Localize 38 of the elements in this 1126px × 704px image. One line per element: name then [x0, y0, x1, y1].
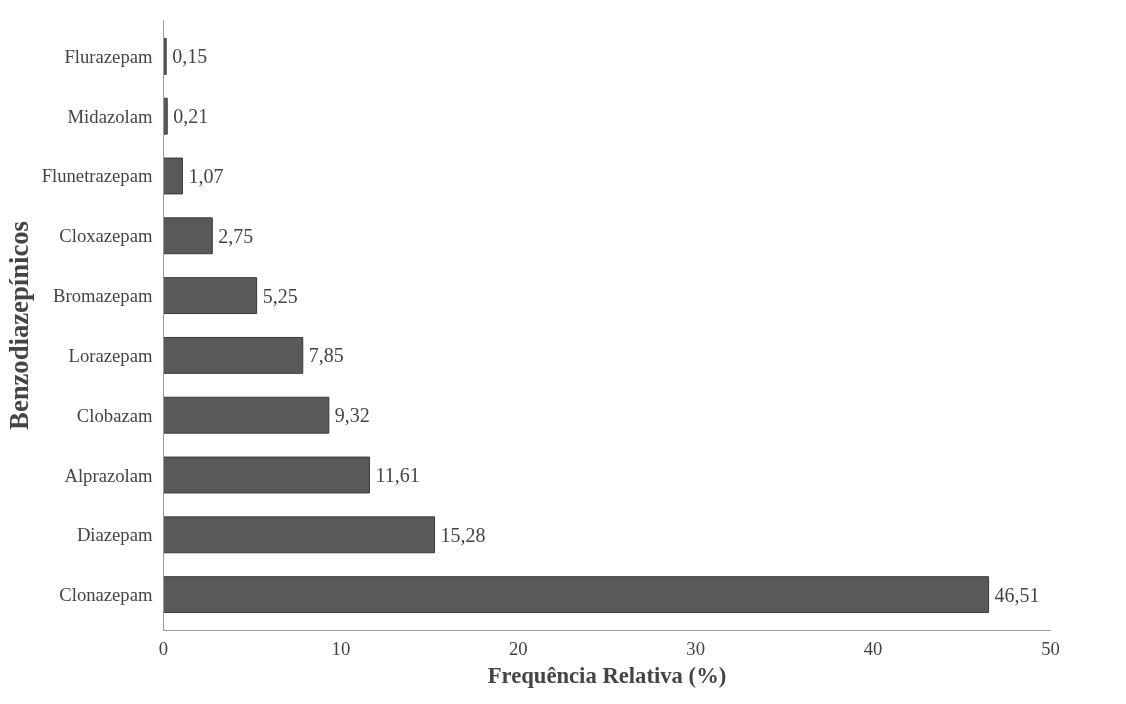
- bar: [163, 277, 258, 315]
- x-tick-label: 30: [686, 637, 706, 659]
- y-tick-label: Bromazepam: [53, 285, 153, 307]
- y-tick-label: Midazolam: [67, 105, 153, 127]
- x-tick-label: 10: [331, 637, 351, 659]
- y-tick-label: Flurazepam: [64, 45, 153, 67]
- bar: [163, 576, 990, 614]
- x-tick-label: 0: [158, 637, 169, 659]
- x-tick-label: 40: [863, 637, 883, 659]
- y-tick-label: Alprazolam: [64, 464, 153, 486]
- data-label: 2,75: [218, 224, 254, 247]
- data-label: 11,61: [375, 464, 420, 487]
- y-tick-label: Cloxazepam: [59, 225, 153, 247]
- y-tick-label: Clobazam: [76, 404, 153, 426]
- y-tick-label: Diazepam: [76, 524, 153, 546]
- x-tick-label: 20: [508, 637, 528, 659]
- data-label: 9,32: [334, 404, 370, 427]
- y-tick-label: Lorazepam: [68, 344, 153, 366]
- bar: [163, 516, 436, 554]
- data-label: 0,15: [172, 45, 208, 68]
- bar: [163, 456, 370, 494]
- data-label: 46,51: [994, 583, 1040, 606]
- x-axis-title: Frequência Relativa (%): [487, 662, 727, 688]
- data-label: 15,28: [440, 523, 486, 546]
- y-tick-label: Flunetrazepam: [41, 165, 153, 187]
- y-tick-label: Clonazepam: [59, 584, 153, 606]
- bar: [163, 396, 330, 434]
- x-tick-label: 50: [1041, 637, 1060, 659]
- data-label: 7,85: [308, 344, 344, 367]
- bar: [163, 217, 213, 255]
- bar: [163, 157, 183, 195]
- data-label: 0,21: [173, 105, 209, 128]
- bar: [163, 97, 168, 135]
- data-label: 1,07: [188, 164, 224, 187]
- bar: [163, 336, 304, 374]
- bar: [163, 37, 167, 75]
- data-label: 5,25: [262, 284, 298, 307]
- y-axis-title: Benzodiazepínicos: [3, 221, 34, 430]
